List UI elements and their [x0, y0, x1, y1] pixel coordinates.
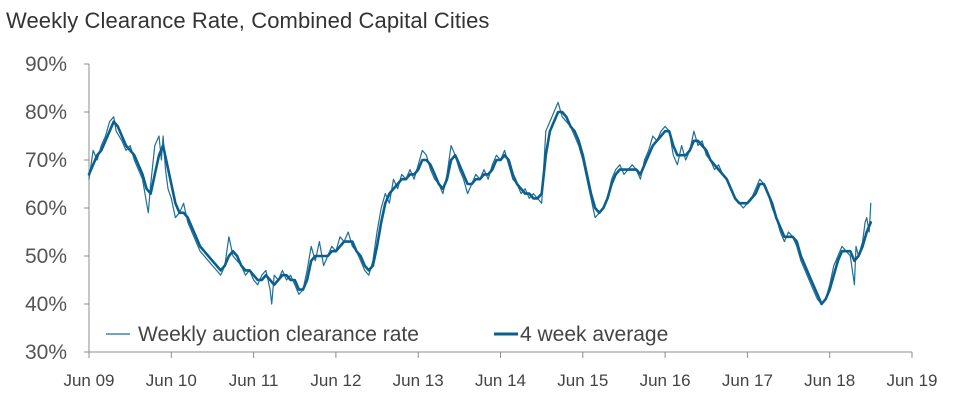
average-series-line — [87, 110, 873, 306]
chart-title: Weekly Clearance Rate, Combined Capital … — [6, 8, 490, 33]
y-tick-label: 30% — [25, 341, 67, 364]
legend: Weekly auction clearance rate 4 week aver… — [106, 323, 668, 346]
legend-weekly-label: Weekly auction clearance rate — [138, 323, 419, 346]
x-tick-label: Jun 17 — [722, 371, 773, 390]
weekly-series-line — [88, 101, 872, 305]
x-tick-label: Jun 10 — [146, 371, 197, 390]
y-axis-ticks: 30% 40% 50% 60% 70% 80% 90% — [25, 53, 89, 364]
y-tick-label: 70% — [25, 149, 67, 172]
x-tick-label: Jun 12 — [310, 371, 361, 390]
legend-average-label: 4 week average — [520, 323, 668, 346]
y-tick-label: 80% — [25, 101, 67, 124]
x-tick-label: Jun 14 — [475, 371, 526, 390]
x-tick-label: Jun 13 — [393, 371, 444, 390]
y-tick-label: 90% — [25, 53, 67, 76]
y-tick-label: 60% — [25, 197, 67, 220]
chart-axes — [88, 64, 912, 353]
x-tick-label: Jun 09 — [63, 371, 114, 390]
y-tick-label: 50% — [25, 245, 67, 268]
x-tick-label: Jun 18 — [804, 371, 855, 390]
x-axis-ticks: Jun 09 Jun 10 Jun 11 Jun 12 Jun 13 Jun 14 Jun … — [63, 352, 938, 390]
y-tick-label: 40% — [25, 293, 67, 316]
x-tick-label: Jun 11 — [229, 371, 279, 390]
series-lines — [87, 101, 873, 306]
x-tick-label: Jun 16 — [640, 371, 691, 390]
x-tick-label: Jun 19 — [886, 371, 937, 390]
x-tick-label: Jun 15 — [557, 371, 608, 390]
